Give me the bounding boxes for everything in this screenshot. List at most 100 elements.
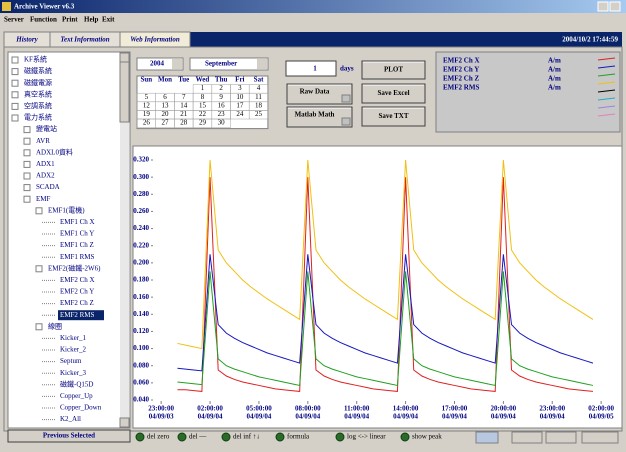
day[interactable]: 24 — [236, 110, 244, 118]
tree-item[interactable]: EMF1 Ch X — [60, 218, 95, 226]
year-select[interactable] — [136, 57, 184, 71]
tree-item[interactable]: Copper_Down — [60, 404, 102, 412]
day[interactable]: 6 — [163, 93, 167, 101]
day[interactable]: 3 — [238, 84, 242, 92]
day[interactable]: 28 — [180, 119, 188, 127]
toolbar-toggle[interactable] — [135, 432, 145, 442]
tree-item[interactable]: Kicker_2 — [60, 346, 87, 354]
tree-item[interactable]: KF系統 — [24, 55, 47, 64]
tree-item[interactable]: Copper_Up — [60, 392, 93, 400]
tree-item[interactable]: ADX2 — [36, 172, 55, 180]
day[interactable]: 9 — [219, 93, 223, 101]
day[interactable]: 17 — [236, 101, 244, 109]
tree-item[interactable]: EMF1 RMS — [60, 253, 95, 261]
tree-item[interactable]: 真空系統 — [24, 89, 52, 98]
day[interactable]: 5 — [145, 93, 149, 101]
day[interactable]: 1 — [201, 84, 205, 92]
year-dropdown[interactable] — [172, 59, 182, 69]
menu-item[interactable]: Server — [4, 16, 24, 24]
toolbar-label[interactable]: log <-> linear — [347, 433, 386, 441]
tool-icon[interactable] — [511, 431, 543, 444]
scroll-down[interactable] — [119, 417, 130, 428]
tree-expander[interactable] — [11, 102, 19, 110]
toolbar-label[interactable]: show peak — [412, 433, 442, 441]
tree-item[interactable]: SCADA — [36, 183, 60, 191]
month-select[interactable] — [189, 57, 269, 71]
previous-selected-button[interactable] — [7, 429, 131, 443]
toolbar-label[interactable]: del inf ↑↓ — [233, 433, 260, 441]
tree-item[interactable]: ADXL0資料 — [36, 147, 73, 156]
toolbar-toggle[interactable] — [400, 432, 410, 442]
day-cell[interactable] — [211, 118, 231, 128]
tree-expander[interactable] — [23, 160, 31, 168]
day[interactable]: 22 — [199, 110, 207, 118]
button[interactable] — [361, 60, 426, 80]
tool-icon[interactable] — [581, 431, 619, 444]
scroll-thumb[interactable] — [119, 61, 130, 123]
day[interactable]: 29 — [199, 119, 207, 127]
tree-expander[interactable] — [11, 68, 19, 76]
day[interactable]: 21 — [180, 110, 188, 118]
menu-item[interactable]: Function — [30, 16, 57, 24]
tree-expander[interactable] — [11, 91, 19, 99]
toolbar-toggle[interactable] — [275, 432, 285, 442]
days-input[interactable] — [285, 60, 337, 77]
day[interactable]: 25 — [255, 110, 263, 118]
tree-expander[interactable] — [11, 56, 19, 64]
tree-item[interactable]: Septum — [60, 357, 82, 365]
tree-item[interactable]: EMF1 Ch Y — [60, 230, 94, 238]
tree-item[interactable]: 磁鐵-Q15D — [60, 379, 93, 388]
toolbar-label[interactable]: del zero — [147, 433, 170, 441]
day[interactable]: 10 — [236, 93, 244, 101]
toolbar-toggle[interactable] — [221, 432, 231, 442]
button[interactable] — [361, 83, 426, 104]
tree-scrollbar[interactable] — [120, 53, 129, 427]
day[interactable]: 20 — [162, 110, 170, 118]
tree-item[interactable]: EMF2 Ch Z — [60, 299, 94, 307]
day[interactable]: 11 — [255, 93, 262, 101]
day[interactable]: 12 — [143, 101, 151, 109]
menu-item[interactable]: Exit — [102, 16, 115, 24]
tree-expander[interactable] — [23, 149, 31, 157]
day[interactable]: 18 — [255, 101, 263, 109]
tool-icon[interactable] — [475, 431, 499, 444]
toolbar-toggle[interactable] — [177, 432, 187, 442]
day[interactable]: 4 — [257, 84, 261, 92]
tree-expander[interactable] — [11, 114, 19, 122]
day[interactable]: 7 — [182, 93, 186, 101]
day[interactable]: 2 — [219, 84, 223, 92]
day[interactable]: 23 — [218, 110, 226, 118]
day[interactable]: 30 — [218, 119, 226, 127]
scroll-up[interactable] — [119, 52, 130, 63]
day[interactable]: 27 — [162, 119, 170, 127]
close-button[interactable] — [609, 1, 621, 12]
toolbar-toggle[interactable] — [335, 432, 345, 442]
day[interactable]: 16 — [218, 101, 226, 109]
minimize-button[interactable] — [597, 1, 609, 12]
dropdown-arrow[interactable] — [341, 117, 351, 126]
day[interactable]: 13 — [162, 101, 170, 109]
tree-item[interactable]: 電力系統 — [24, 113, 52, 122]
tree-item[interactable]: EMF1 Ch Z — [60, 241, 94, 249]
button[interactable] — [286, 83, 353, 105]
menu-item[interactable]: Help — [84, 16, 98, 24]
tree-item[interactable]: EMF2 Ch X — [60, 276, 95, 284]
tree-expander[interactable] — [35, 207, 43, 215]
day[interactable]: 8 — [201, 93, 205, 101]
tree-expander[interactable] — [23, 137, 31, 145]
tree-expander[interactable] — [23, 172, 31, 180]
tree-item[interactable]: 線圈 — [48, 321, 62, 330]
tree-expander[interactable] — [11, 79, 19, 87]
tree-expander[interactable] — [23, 184, 31, 192]
tree-expander[interactable] — [35, 323, 43, 331]
day[interactable]: 15 — [199, 101, 207, 109]
tree-item[interactable]: 空調系統 — [24, 101, 52, 110]
day[interactable]: 19 — [143, 110, 151, 118]
tree-expander[interactable] — [23, 126, 31, 134]
tree-item[interactable]: Kicker_3 — [60, 369, 87, 377]
button[interactable] — [361, 106, 426, 127]
tree-item[interactable]: 磁鐵電源 — [24, 78, 52, 87]
tree-item[interactable]: 磁鐵系統 — [24, 66, 52, 75]
menu-item[interactable]: Print — [62, 16, 78, 24]
day-cell[interactable] — [248, 110, 269, 120]
